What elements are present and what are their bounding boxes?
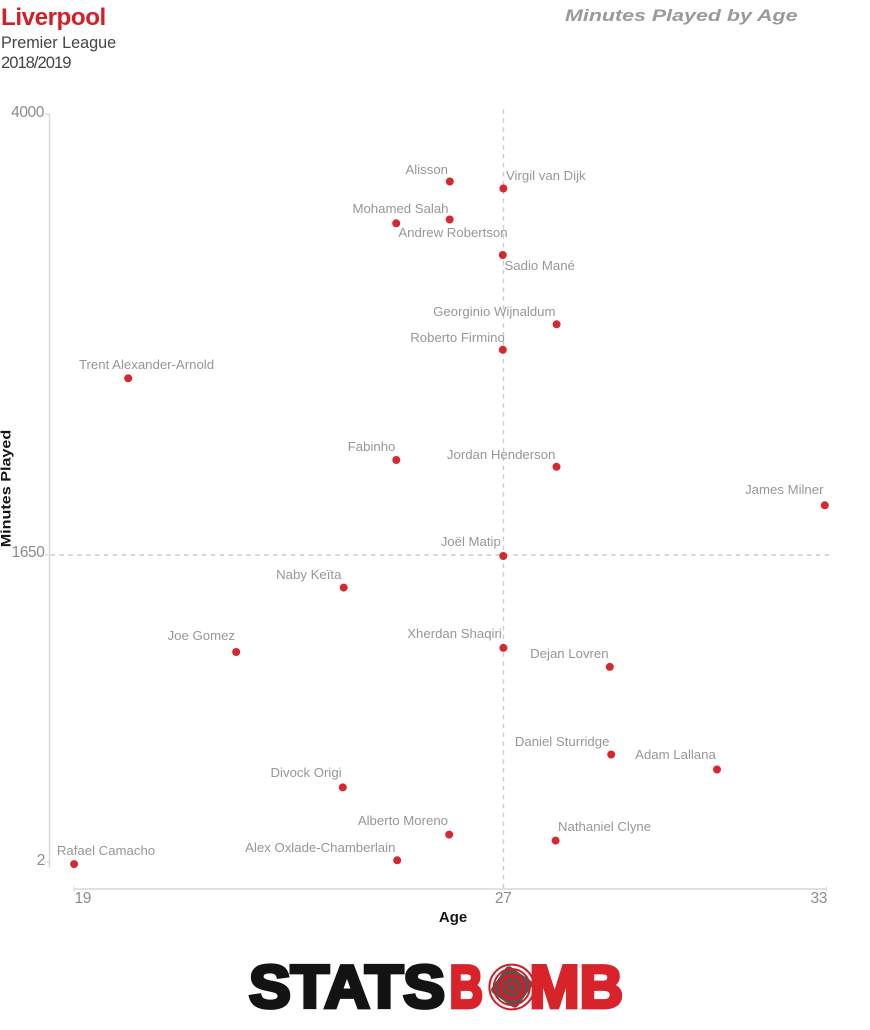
svg-text:B: B <box>450 954 484 1021</box>
svg-text:STATS: STATS <box>249 954 445 1021</box>
svg-text:MB: MB <box>530 954 624 1021</box>
